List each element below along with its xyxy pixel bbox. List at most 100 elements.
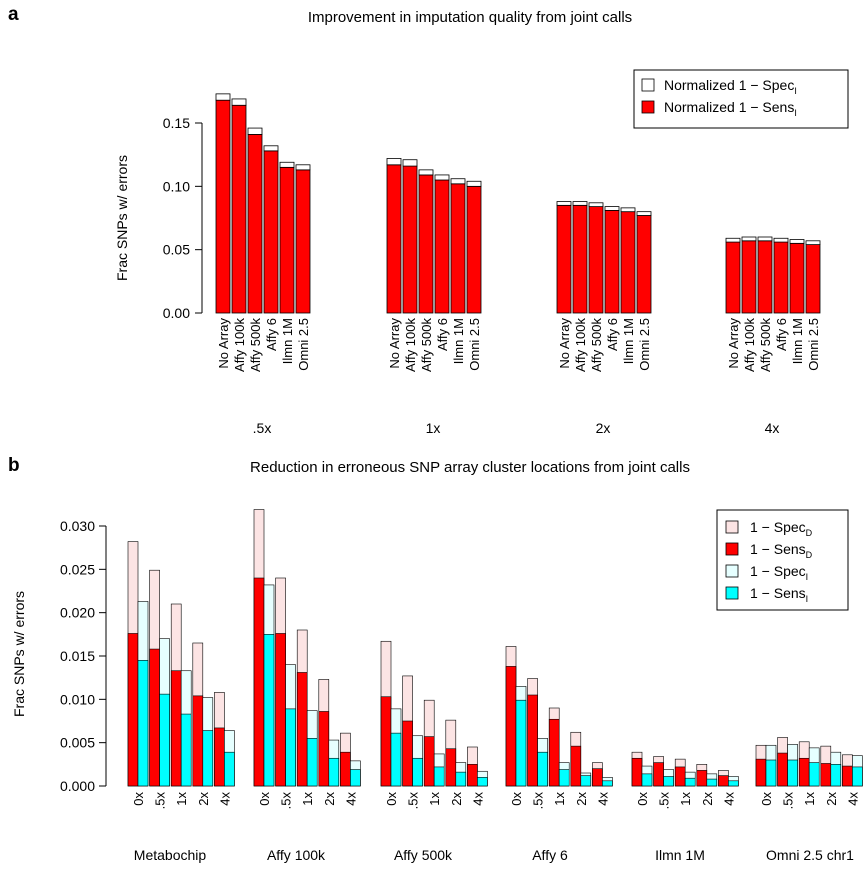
x-category-label: Affy 100k [742,318,757,372]
y-tick-label: 0.025 [60,561,95,577]
panel-a-title: Improvement in imputation quality from j… [308,9,632,26]
legend-label: 1 − SensI [750,585,808,604]
bar-sensI-omni-2-5-chr1-1x [808,762,820,787]
bar-sensD-affy-100k-1x [296,672,308,787]
bar-spec-2x-omni-2-5 [636,211,652,216]
bar-sens-2x-affy-500k [588,206,604,314]
bar-sens-2x-affy-100k [572,204,588,314]
bar-spec-5x-no-array [215,93,231,101]
y-axis-label: Frac SNPs w/ errors [11,591,27,717]
bar-spec-5x-omni-2-5 [295,164,311,171]
bar-sensI-metabochip-1x [180,713,192,787]
x-category-label: 0x [759,792,774,806]
x-category-label: 1x [300,792,315,806]
bar-sensI-omni-2-5-chr1-2x [830,764,842,787]
bar-spec-5x-affy-500k [247,127,263,135]
bar-sensI-metabochip-2x [202,730,214,787]
y-tick-label: 0.030 [60,518,95,534]
bar-spec-5x-affy-6 [263,145,279,152]
x-group-label: Ilmn 1M [655,847,705,863]
y-tick-label: 0.000 [60,778,95,794]
panel-b-title: Reduction in erroneous SNP array cluster… [250,459,690,476]
x-category-label: Affy 100k [573,318,588,372]
x-category-label: 1x [174,792,189,806]
bar-sensD-metabochip-5x [149,648,160,787]
legend-label: 1 − SensD [750,541,813,560]
x-category-label: Ilmn 1M [280,318,295,364]
x-category-label: 4x [721,792,736,806]
x-group-label: Affy 100k [267,847,326,863]
bar-sensD-affy-100k-5x [275,633,286,787]
x-category-label: Affy 100k [403,318,418,372]
bar-sensD-affy-6-4x [592,768,603,787]
x-category-label: .5x [406,792,421,810]
bar-spec-5x-affy-100k [231,98,247,106]
bar-sensI-metabochip-5x [159,693,170,787]
bar-sensD-omni-2-5-chr1-5x [777,752,788,787]
x-group-label: 2x [596,420,611,436]
x-category-label: No Array [557,318,572,369]
bar-sensD-omni-2-5-chr1-0x [755,758,767,787]
x-category-label: 1x [427,792,442,806]
x-category-label: 2x [824,792,839,806]
bar-sensD-affy-500k-5x [402,720,413,787]
x-category-label: 1x [802,792,817,806]
bar-sensD-affy-6-1x [548,718,560,787]
panel-b-letter: b [8,455,20,476]
x-category-label: Affy 6 [435,318,450,351]
bar-sens-2x-ilmn-1m [620,211,636,314]
legend-label: Normalized 1 − SensI [664,99,797,118]
bar-sensI-affy-100k-4x [350,769,361,787]
x-category-label: 2x [574,792,589,806]
x-category-label: No Array [216,318,231,369]
bar-sens-2x-no-array [556,204,572,314]
bar-spec-2x-ilmn-1m [620,207,636,213]
bar-sens-4x-omni-2-5 [805,244,821,314]
x-category-label: Ilmn 1M [790,318,805,364]
x-category-label: Affy 6 [264,318,279,351]
x-category-label: 4x [217,792,232,806]
bar-sens-4x-affy-6 [773,241,789,314]
bar-sensD-affy-500k-1x [423,736,435,787]
bar-sensI-affy-100k-5x [285,708,296,787]
bar-sensD-omni-2-5-chr1-2x [820,763,832,787]
x-category-label: 0x [384,792,399,806]
bar-sens-5x-no-array [215,99,231,314]
bar-sensD-metabochip-1x [170,670,182,787]
bar-spec-1x-ilmn-1m [450,178,466,185]
bar-sens-5x-affy-100k [231,104,247,314]
bar-sensD-affy-6-0x [505,666,517,787]
legend-box [716,509,849,611]
x-category-label: 0x [509,792,524,806]
x-category-label: Affy 500k [589,318,604,372]
bar-sens-4x-ilmn-1m [789,242,805,314]
x-category-label: Affy 6 [605,318,620,351]
x-category-label: Affy 6 [774,318,789,351]
bar-sens-1x-affy-500k [418,174,434,314]
bar-sens-1x-affy-100k [402,165,418,314]
x-category-label: Affy 500k [419,318,434,372]
x-category-label: .5x [781,792,796,810]
bar-sensI-metabochip-4x [224,751,235,787]
bar-sens-5x-ilmn-1m [279,166,295,314]
bar-sensI-affy-6-2x [580,775,592,787]
bar-sensI-affy-500k-1x [433,766,445,787]
x-category-label: 4x [845,792,860,806]
bar-sensI-ilmn-1m-1x [684,777,696,787]
bar-sensI-affy-500k-2x [455,771,467,787]
x-category-label: .5x [531,792,546,810]
legend-swatch [725,520,739,534]
legend-label: 1 − SpecI [750,563,808,582]
bar-sensD-ilmn-1m-5x [653,762,664,787]
bar-sensI-ilmn-1m-4x [728,780,739,787]
y-tick-label: 0.00 [163,305,190,321]
panel-a-letter: a [8,4,19,25]
bar-sensD-metabochip-4x [214,727,225,787]
bar-sensI-affy-6-0x [515,699,527,787]
legend-label: Normalized 1 − SpecI [664,77,797,96]
bar-sensD-affy-6-2x [570,745,582,787]
bar-sensI-affy-100k-0x [263,634,275,787]
bar-sensI-affy-500k-4x [477,777,488,787]
bar-spec-4x-affy-100k [741,236,757,242]
